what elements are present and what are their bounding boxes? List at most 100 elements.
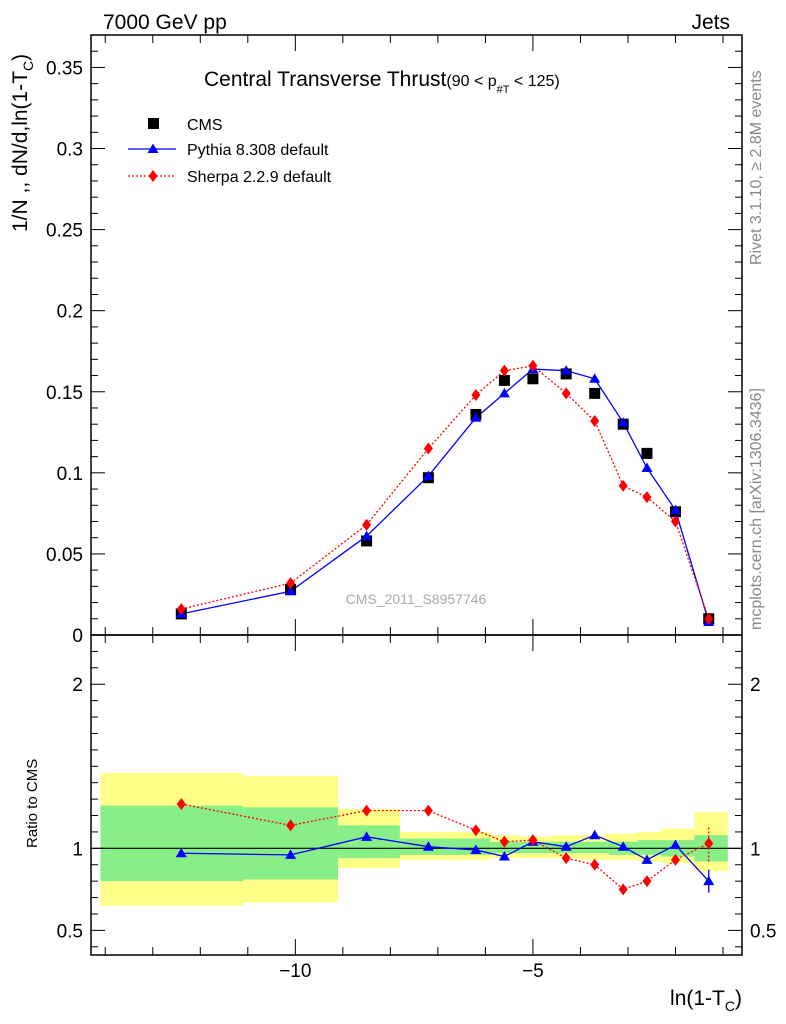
chart-title-main: Central Transverse Thrust <box>204 68 447 91</box>
x-tick-label: −10 <box>279 961 311 982</box>
x-tick-label: −5 <box>522 961 544 982</box>
main-y-tick-label: 0.2 <box>57 302 83 323</box>
ratio-point-pythia <box>422 841 434 851</box>
ratio-point-sherpa <box>471 824 481 837</box>
ratio-point-sherpa <box>362 804 372 817</box>
mcplots-label: mcplots.cern.ch [arXiv:1306.3436] <box>748 388 765 630</box>
ratio-point-pythia <box>617 841 629 851</box>
chart-title: Central Transverse Thrust(90 < p#T < 125… <box>204 68 560 96</box>
ratio-point-sherpa <box>176 798 186 811</box>
main-point-sherpa <box>286 577 296 590</box>
chart-title-cut-end: < 125) <box>509 73 559 90</box>
ratio-point-pythia <box>470 844 482 854</box>
main-point-sherpa <box>704 612 714 625</box>
main-point-sherpa <box>561 387 571 400</box>
main-point-pythia <box>560 365 572 375</box>
main-point-pythia <box>422 470 434 481</box>
legend-label-sherpa: Sherpa 2.2.9 default <box>187 169 332 186</box>
ratio-point-pythia <box>560 841 572 851</box>
main-point-pythia <box>617 417 629 427</box>
ratio-band-green <box>518 841 552 854</box>
ratio-point-pythia <box>589 829 601 840</box>
ratio-y-tick-label: 0.5 <box>57 921 83 942</box>
legend-item-sherpa: Sherpa 2.2.9 default <box>128 169 332 186</box>
legend-marker-diamond-icon <box>148 170 158 182</box>
main-y-tick-label: 0.15 <box>46 383 83 404</box>
main-point-cms <box>589 387 601 399</box>
ratio-band-green <box>243 807 339 880</box>
main-series-line-sherpa <box>181 365 710 619</box>
ratio-point-sherpa <box>590 858 600 871</box>
main-point-sherpa <box>362 518 372 531</box>
chart-title-cut: (90 < p <box>446 73 496 90</box>
main-point-pythia <box>498 387 510 398</box>
ratio-point-sherpa <box>642 875 652 888</box>
analysis-watermark: CMS_2011_S8957746 <box>346 591 487 607</box>
ratio-y-tick-label-right: 0.5 <box>750 921 776 942</box>
main-y-ticks: 0 0.05 0.1 0.15 0.2 0.25 0.3 0.35 <box>46 34 742 647</box>
legend-label-pythia: Pythia 8.308 default <box>187 142 329 159</box>
header-left-label: 7000 GeV pp <box>103 11 227 34</box>
ratio-point-pythia <box>669 839 681 850</box>
main-point-sherpa <box>618 479 628 492</box>
ratio-point-pythia <box>498 851 510 861</box>
ratio-band-green <box>100 805 244 882</box>
main-y-tick-label: 0.3 <box>57 140 83 161</box>
legend-item-pythia: Pythia 8.308 default <box>128 142 329 159</box>
ratio-point-pythia <box>703 875 715 886</box>
ratio-band-green <box>637 840 662 855</box>
ratio-point-sherpa <box>670 853 680 866</box>
ratio-y-tick-label: 1 <box>72 839 83 860</box>
ratio-y-axis-label: Ratio to CMS <box>24 759 41 848</box>
main-point-sherpa <box>528 359 538 372</box>
ratio-point-pythia <box>285 849 297 859</box>
header-right-label: Jets <box>691 11 730 34</box>
main-data-layer <box>175 359 715 627</box>
main-point-pythia <box>361 530 373 541</box>
main-y-tick-label: 0.05 <box>46 545 83 566</box>
ratio-band-green <box>580 841 609 854</box>
main-y-axis-label-main: 1/N ,, dN/d,ln(1-T <box>9 71 32 232</box>
ratio-point-pythia <box>361 831 373 841</box>
main-point-cms <box>498 374 510 386</box>
main-series-line-pythia <box>181 368 710 623</box>
main-point-sherpa <box>471 389 481 401</box>
ratio-point-pythia <box>175 847 187 858</box>
rivet-version-label: Rivet 3.1.10, ≥ 2.8M events <box>748 70 765 265</box>
main-point-sherpa <box>499 364 509 377</box>
main-y-tick-label: 0.25 <box>46 221 83 242</box>
main-point-pythia <box>285 585 297 596</box>
x-axis-label-end: ) <box>735 987 742 1010</box>
ratio-point-pythia <box>641 854 653 864</box>
ratio-y-tick-label-right: 1 <box>750 839 761 860</box>
ratio-point-sherpa <box>286 819 296 832</box>
ratio-data-layer <box>91 772 742 906</box>
ratio-point-sherpa <box>618 883 628 896</box>
chart-title-cut-sub: #T <box>497 84 510 96</box>
x-axis-label-main: ln(1-T <box>670 987 725 1010</box>
x-axis-label-sub: C <box>725 998 735 1014</box>
main-point-sherpa <box>423 442 433 455</box>
ratio-panel: 0.5 0.5 1 1 2 2 −10 −5 Ratio to CMS ln(1-TC) <box>24 634 776 1014</box>
legend-item-cms: CMS <box>148 117 223 134</box>
main-point-sherpa <box>176 603 186 616</box>
ratio-point-sherpa <box>528 834 538 847</box>
ratio-point-sherpa <box>499 835 509 848</box>
main-point-cms <box>527 373 539 385</box>
main-point-sherpa <box>670 515 680 528</box>
main-point-sherpa <box>590 414 600 427</box>
main-point-pythia <box>470 412 482 422</box>
main-point-pythia <box>589 373 601 383</box>
main-y-tick-label: 0.1 <box>57 464 83 485</box>
main-point-cms <box>641 447 653 459</box>
x-axis-label: ln(1-TC) <box>670 987 742 1014</box>
main-y-tick-label: 0.35 <box>46 58 83 79</box>
ratio-y-tick-label: 2 <box>72 675 83 696</box>
main-point-sherpa <box>642 491 652 504</box>
legend-marker-square-icon <box>148 118 159 129</box>
ratio-point-sherpa <box>704 837 714 850</box>
legend: CMS Pythia 8.308 default Sherpa 2.2.9 de… <box>128 117 332 186</box>
ratio-y-tick-label-right: 2 <box>750 675 761 696</box>
main-y-axis-label-end: ) <box>9 54 32 61</box>
